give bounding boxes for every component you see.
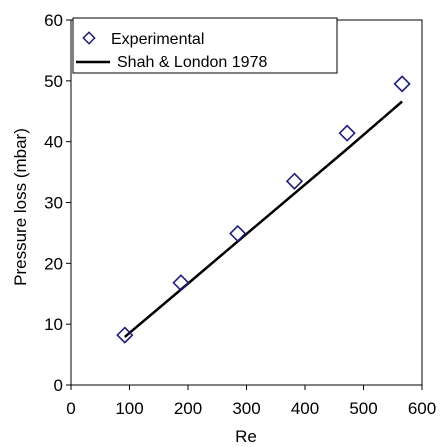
model-line-layer (123, 100, 403, 338)
x-axis-ticks: 0 100 200 300 400 500 600 (66, 385, 436, 418)
x-axis-label: Re (235, 427, 257, 446)
x-tick-label: 300 (232, 399, 260, 418)
x-tick-label: 200 (174, 399, 202, 418)
y-tick-label: 10 (44, 315, 63, 334)
y-axis-label: Pressure loss (mbar) (11, 128, 30, 286)
y-tick-label: 40 (44, 133, 63, 152)
experimental-data-point (172, 274, 190, 292)
y-axis-ticks: 0 10 20 30 40 50 60 (44, 11, 71, 395)
experimental-data-point (393, 75, 411, 93)
experimental-data-point (116, 326, 134, 344)
experimental-data-point (229, 224, 247, 243)
model-series-line (123, 100, 403, 338)
legend-box (72, 17, 338, 74)
experimental-data-point (338, 124, 356, 142)
x-tick-label: 600 (408, 399, 436, 418)
x-tick-label: 100 (115, 399, 143, 418)
legend-label-model: Shah & London 1978 (117, 54, 267, 71)
experimental-data-point (285, 172, 304, 190)
legend-label-experimental: Experimental (111, 31, 204, 48)
y-tick-label: 50 (44, 72, 63, 91)
x-tick-label: 400 (291, 399, 319, 418)
y-tick-label: 30 (44, 194, 63, 213)
legend-diamond-marker-icon (82, 31, 96, 45)
y-tick-label: 60 (44, 11, 63, 30)
y-tick-label: 0 (54, 376, 63, 395)
experimental-points-layer (116, 75, 411, 344)
legend: Experimental Shah & London 1978 (72, 17, 338, 74)
y-tick-label: 20 (44, 254, 63, 273)
x-tick-label: 0 (66, 399, 75, 418)
x-tick-label: 500 (349, 399, 377, 418)
